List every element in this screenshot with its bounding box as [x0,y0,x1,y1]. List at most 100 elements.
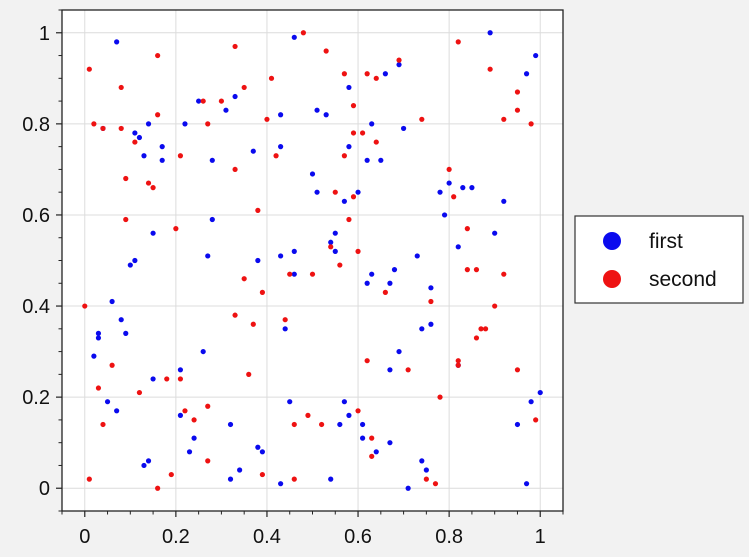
scatter-point-first [287,399,293,405]
scatter-point-second [155,52,161,59]
scatter-point-second [173,226,179,232]
scatter-point-second [205,403,211,409]
scatter-point-first [355,189,361,195]
scatter-point-first [364,280,370,286]
scatter-point-first [469,185,475,191]
scatter-point-first [141,462,147,469]
scatter-point-second [86,476,92,482]
scatter-point-first [282,326,288,332]
scatter-point-second [350,194,357,200]
scatter-point-first [405,485,411,491]
x-tick-label: 0.2 [162,526,190,548]
scatter-point-second [232,312,238,318]
scatter-point-first [182,121,188,127]
legend-marker-second [603,270,621,288]
scatter-point-first [177,367,184,373]
scatter-point-second [473,267,480,273]
scatter-point-second [291,421,297,428]
scatter-point-first [396,62,402,68]
scatter-point-second [123,216,129,223]
scatter-point-first [127,262,133,268]
y-tick-label: 1 [39,23,50,45]
scatter-point-second [164,376,170,382]
scatter-point-second [328,244,334,250]
scatter-point-second [191,417,197,423]
scatter-point-first [423,467,429,473]
scatter-point-second [437,394,443,400]
scatter-point-first [255,444,261,450]
scatter-point-second [155,112,161,118]
scatter-point-second [350,130,357,136]
scatter-point-second [533,417,539,423]
scatter-point-first [186,449,193,455]
legend-label-second: second [649,268,717,291]
scatter-point-first [437,189,443,195]
y-tick-label: 0.8 [22,114,50,136]
scatter-point-first [159,144,165,150]
scatter-point-second [100,125,106,132]
scatter-point-second [432,481,439,487]
scatter-point-first [492,230,498,236]
scatter-point-first [314,189,320,195]
scatter-point-first [346,412,352,418]
legend-box [574,215,744,304]
scatter-point-second [455,358,461,364]
scatter-point-first [387,440,393,446]
scatter-point-first [446,180,452,186]
scatter-point-first [123,330,129,336]
scatter-point-second [232,43,238,50]
scatter-point-second [501,116,507,122]
scatter-point-second [268,75,275,81]
scatter-point-first [118,317,124,323]
scatter-point-first [278,481,284,487]
scatter-point-first [337,421,343,428]
scatter-point-second [446,166,452,173]
scatter-point-second [255,207,261,213]
scatter-point-first [332,248,338,254]
scatter-point-second [323,48,329,54]
scatter-point-first [141,153,147,159]
scatter-point-first [196,98,202,104]
scatter-point-first [487,30,493,36]
scatter-point-second [246,371,252,377]
scatter-point-second [259,471,265,478]
scatter-point-second [86,66,92,72]
scatter-point-first [291,248,297,254]
scatter-point-first [428,285,434,291]
scatter-point-first [259,449,265,455]
scatter-point-first [396,348,402,355]
scatter-point-second [282,317,288,323]
scatter-point-first [501,198,507,204]
scatter-point-second [482,326,489,332]
scatter-point-first [400,125,407,132]
scatter-point-first [373,449,379,455]
scatter-point-second [464,226,470,232]
scatter-point-second [305,412,311,418]
scatter-point-first [250,148,256,154]
scatter-point-first [209,157,215,163]
scatter-point-second [232,166,238,173]
scatter-point-first [255,257,261,264]
scatter-point-second [332,189,338,195]
scatter-point-first [278,253,284,259]
axes: 0 0.2 0.4 0.6 0.8 1 0 0.2 0.4 0.6 0.8 1 [22,9,564,548]
scatter-point-second [451,194,457,200]
scatter-point-second [250,321,256,327]
scatter-point-first [533,52,539,59]
scatter-point-second [369,435,375,441]
plot-area [62,10,563,511]
scatter-point-second [373,139,379,145]
scatter-point-first [104,399,111,405]
y-tick-label: 0 [39,478,50,500]
scatter-point-second [136,389,143,396]
scatter-point-first [177,412,184,418]
scatter-point-second [455,362,461,368]
scatter-point-first [346,84,352,91]
y-tick-label: 0.6 [22,205,50,227]
scatter-point-first [387,367,393,373]
grid [62,10,563,511]
scatter-point-first [378,157,384,163]
scatter-point-first [223,107,229,113]
scatter-point-second [514,367,521,373]
scatter-point-first [200,348,206,355]
